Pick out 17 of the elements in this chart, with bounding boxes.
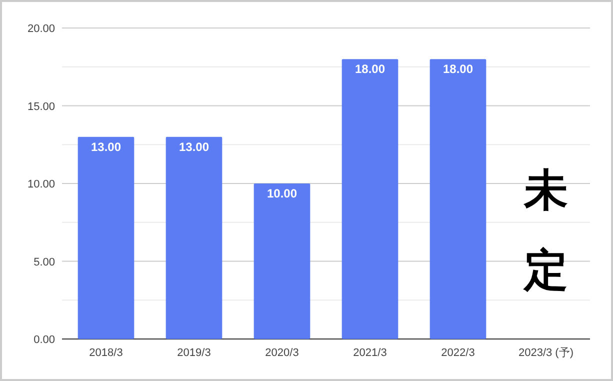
y-tick-label: 20.00 <box>27 23 55 35</box>
x-tick-label: 2018/3 <box>89 347 123 359</box>
x-tick-label: 2021/3 <box>353 347 387 359</box>
y-tick-label: 5.00 <box>34 256 55 268</box>
data-label: 18.00 <box>354 62 386 76</box>
x-tick-label: 2022/3 <box>441 347 475 359</box>
x-tick-label: 2023/3 (予) <box>518 347 574 359</box>
annotation: 未定 <box>524 166 568 295</box>
data-label: 13.00 <box>90 140 122 154</box>
y-tick-label: 0.00 <box>34 334 55 346</box>
y-tick-label: 15.00 <box>27 100 55 113</box>
x-tick-label: 2019/3 <box>177 347 211 359</box>
data-label: 10.00 <box>266 186 298 200</box>
data-label: 18.00 <box>442 62 474 76</box>
x-tick-label: 2020/3 <box>265 347 299 359</box>
y-tick-label: 10.00 <box>27 178 55 190</box>
data-label: 13.00 <box>178 140 210 154</box>
